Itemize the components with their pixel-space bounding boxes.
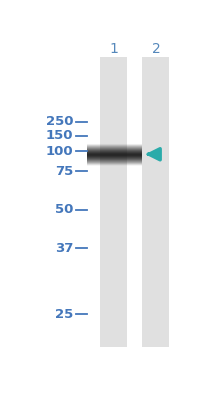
Text: 2: 2 — [151, 42, 160, 56]
Text: 1: 1 — [109, 42, 118, 56]
Text: 250: 250 — [45, 116, 73, 128]
Text: 150: 150 — [45, 129, 73, 142]
Bar — [100, 57, 127, 347]
Bar — [142, 57, 169, 347]
Text: 25: 25 — [55, 308, 73, 321]
Text: 37: 37 — [55, 242, 73, 255]
Text: 75: 75 — [55, 165, 73, 178]
Text: 50: 50 — [55, 203, 73, 216]
Text: 100: 100 — [45, 145, 73, 158]
